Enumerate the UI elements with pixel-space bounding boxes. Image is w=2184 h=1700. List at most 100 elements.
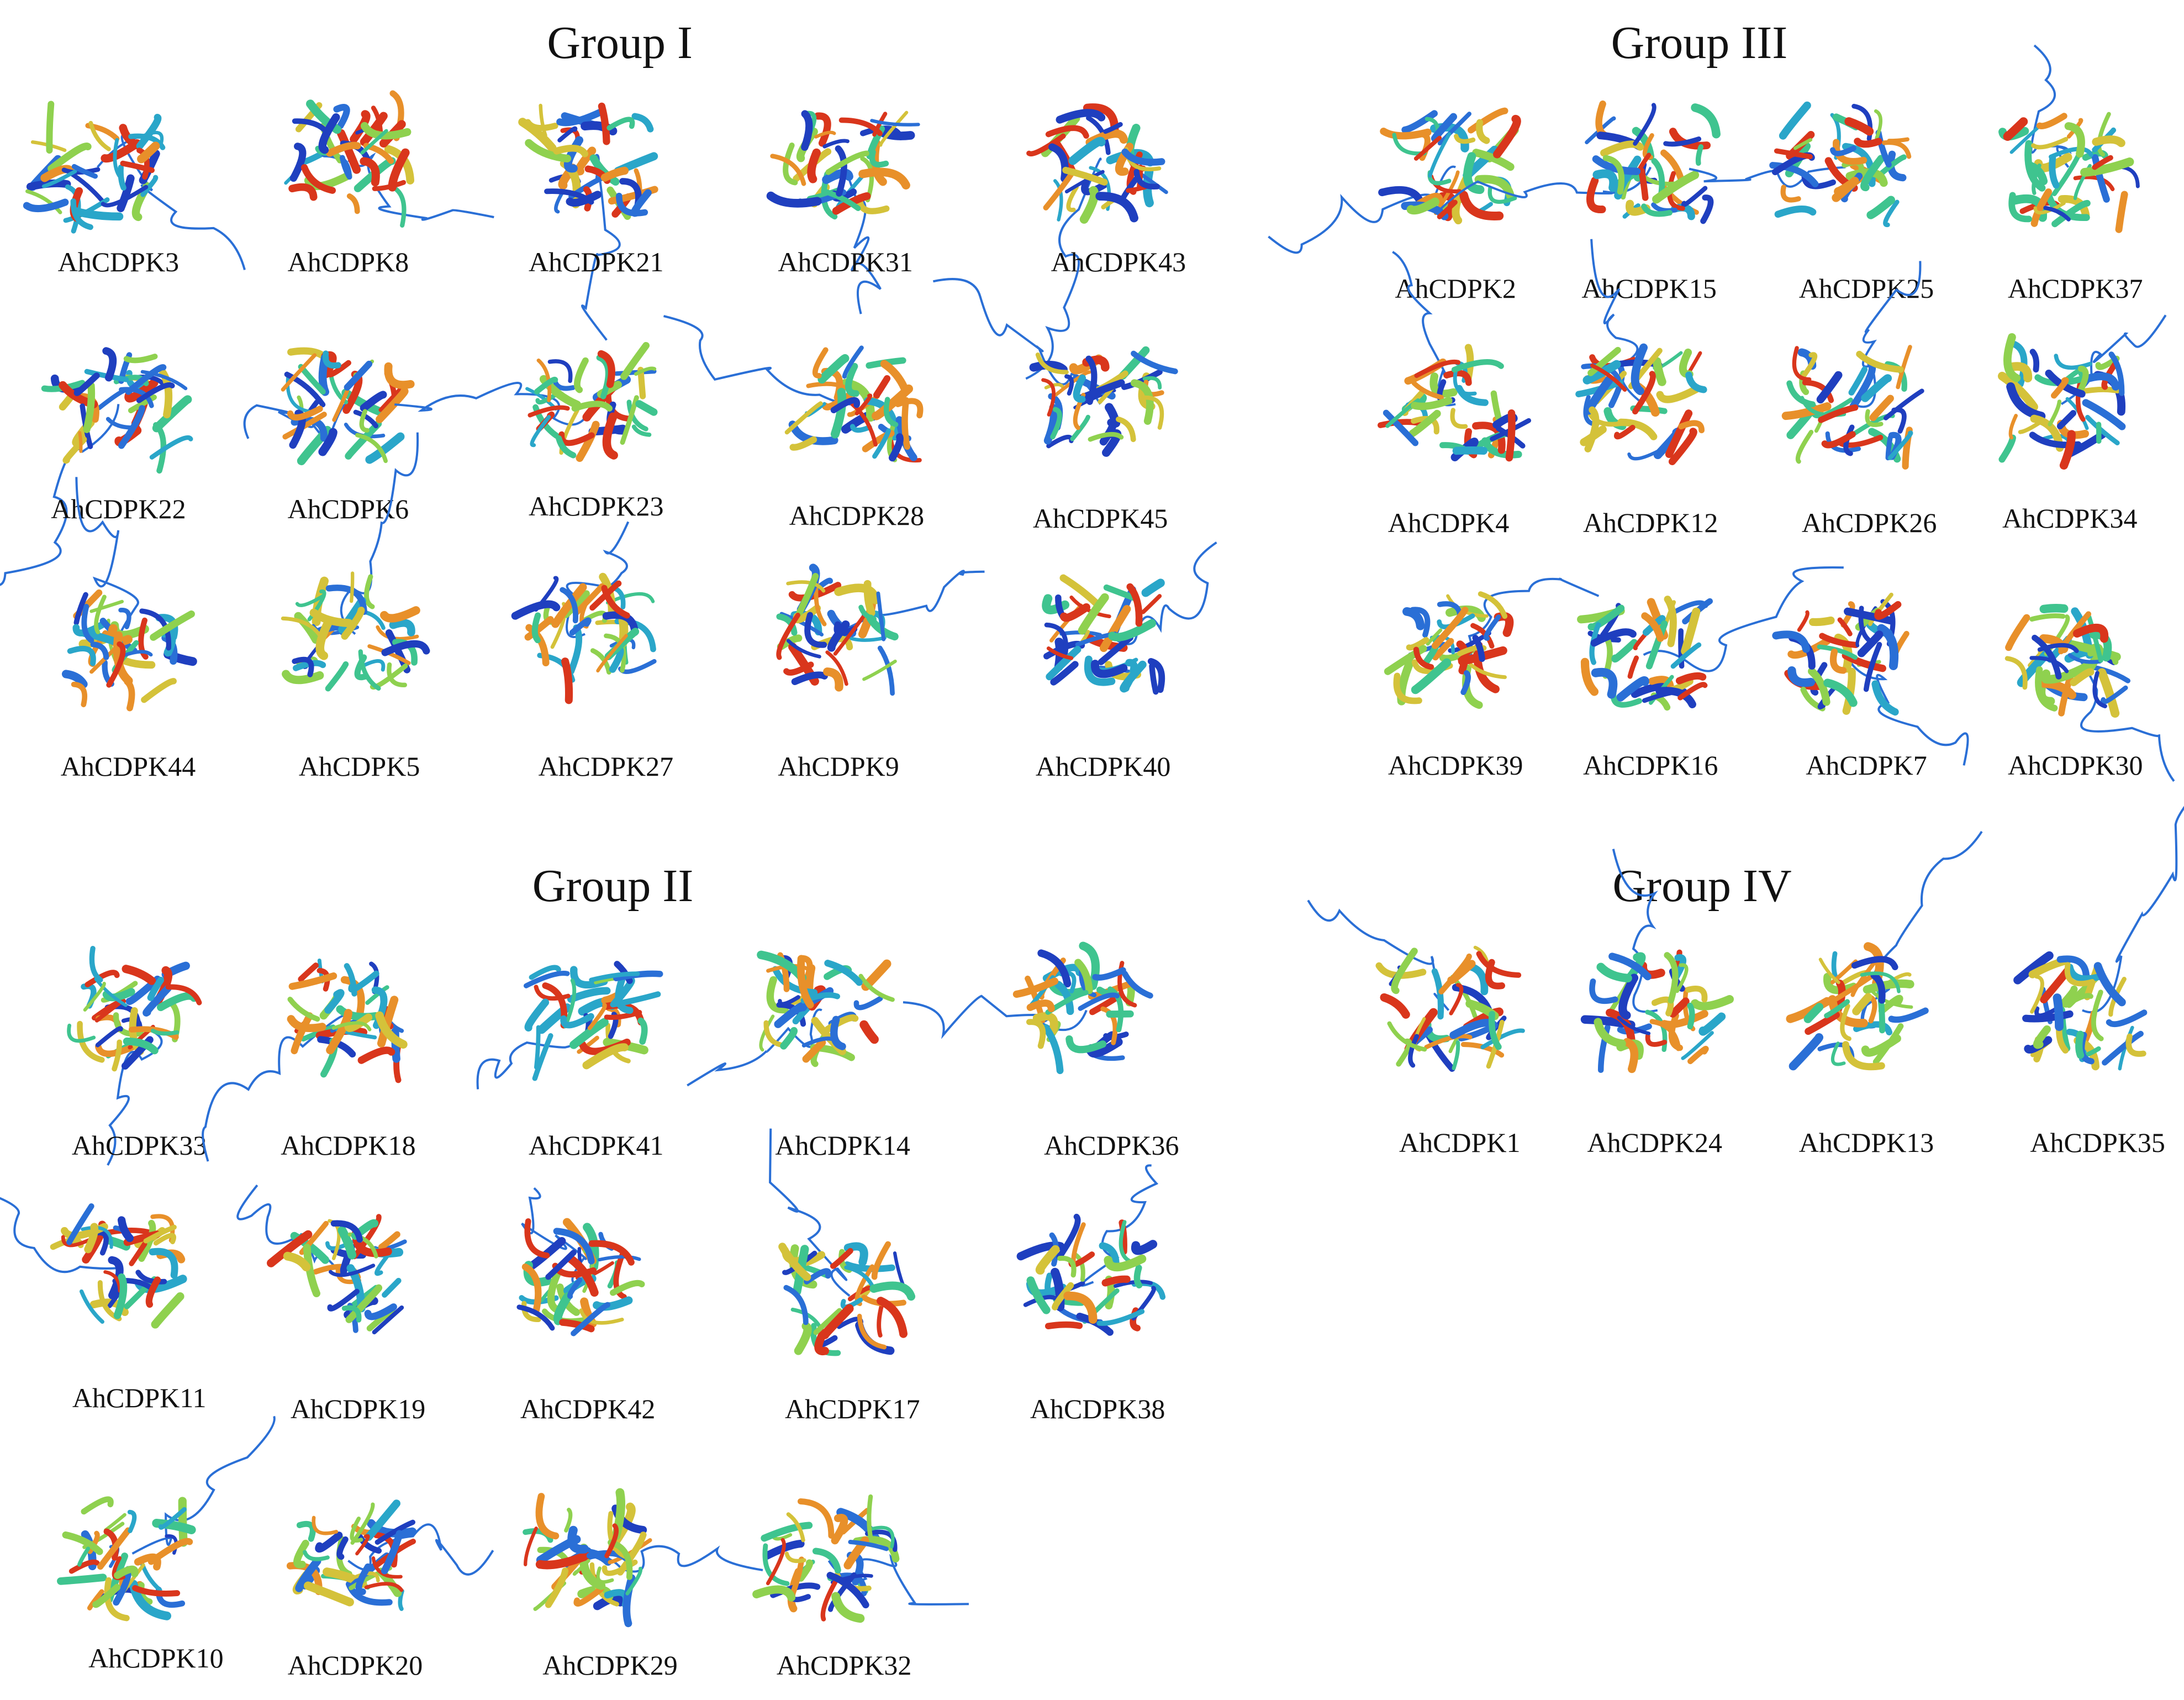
protein-ribbon bbox=[843, 1261, 895, 1272]
protein-coil bbox=[841, 160, 882, 314]
protein-ribbon bbox=[129, 1241, 147, 1266]
protein-ribbon bbox=[823, 667, 843, 692]
protein-ribbon bbox=[1818, 404, 1859, 423]
protein-ribbon bbox=[41, 169, 77, 188]
protein-ribbon bbox=[2067, 653, 2102, 664]
protein-ribbon bbox=[1104, 1254, 1147, 1272]
protein-ribbon bbox=[1100, 1006, 1118, 1045]
protein-ribbon bbox=[1068, 136, 1106, 165]
protein-ribbon bbox=[1074, 959, 1093, 994]
protein-ribbon bbox=[2075, 1030, 2085, 1059]
protein-ribbon bbox=[1411, 381, 1444, 400]
protein-ribbon bbox=[1870, 972, 1886, 1004]
protein-ribbon bbox=[1472, 149, 1515, 171]
protein-ribbon bbox=[831, 1513, 848, 1545]
protein-ribbon bbox=[1044, 383, 1065, 390]
protein-ribbon bbox=[360, 112, 388, 146]
protein-ribbon bbox=[766, 191, 822, 208]
protein-ribbon bbox=[1834, 973, 1875, 1002]
protein-ribbon bbox=[797, 955, 814, 1009]
protein-ribbon bbox=[1449, 983, 1464, 1015]
protein-ribbon bbox=[150, 1029, 180, 1036]
protein-ribbon bbox=[830, 387, 847, 439]
protein-model bbox=[476, 961, 663, 1090]
protein-ribbon bbox=[2051, 154, 2081, 197]
protein-ribbon bbox=[355, 1534, 370, 1556]
protein-ribbon bbox=[296, 1520, 316, 1542]
protein-ribbon bbox=[1843, 424, 1855, 456]
protein-ribbon bbox=[1101, 1275, 1131, 1287]
protein-ribbon bbox=[1582, 360, 1621, 385]
protein-ribbon bbox=[1681, 186, 1708, 207]
protein-ribbon bbox=[141, 678, 177, 703]
protein-ribbon bbox=[1505, 409, 1516, 462]
protein-ribbon bbox=[1632, 371, 1656, 415]
protein-ribbon bbox=[847, 1286, 873, 1302]
protein-ribbon bbox=[1878, 994, 1903, 1014]
protein-ribbon bbox=[83, 982, 106, 1012]
protein-ribbon bbox=[377, 996, 399, 1048]
protein-ribbon bbox=[813, 1308, 842, 1335]
protein-ribbon bbox=[94, 977, 128, 1007]
protein-label: AhCDPK15 bbox=[1581, 273, 1717, 304]
protein-ribbon bbox=[1411, 397, 1453, 410]
protein-ribbon bbox=[339, 155, 352, 180]
protein-ribbon bbox=[1143, 167, 1154, 208]
protein-ribbon bbox=[1076, 1312, 1114, 1336]
protein-model bbox=[1575, 239, 1707, 466]
protein-coil bbox=[1612, 849, 1658, 1013]
protein-ribbon bbox=[1584, 406, 1600, 452]
protein-ribbon bbox=[1116, 417, 1136, 443]
protein-ribbon bbox=[2080, 372, 2120, 391]
protein-ribbon bbox=[1032, 1012, 1058, 1035]
protein-ribbon bbox=[2092, 155, 2113, 170]
protein-ribbon bbox=[1698, 1012, 1726, 1036]
protein-model bbox=[1786, 830, 1983, 1071]
protein-ribbon bbox=[596, 634, 628, 673]
protein-ribbon bbox=[1078, 992, 1120, 1011]
protein-ribbon bbox=[545, 1249, 577, 1280]
protein-model-graphic bbox=[236, 1184, 407, 1335]
protein-ribbon bbox=[561, 657, 573, 704]
protein-ribbon bbox=[571, 1302, 611, 1336]
protein-ribbon bbox=[545, 1567, 569, 1608]
protein-ribbon bbox=[73, 592, 88, 625]
protein-ribbon bbox=[1874, 109, 1883, 140]
protein-ribbon bbox=[1133, 169, 1160, 190]
protein-ribbon bbox=[1618, 973, 1639, 1020]
protein-ribbon bbox=[872, 112, 888, 137]
protein-label: AhCDPK7 bbox=[1806, 749, 1927, 781]
protein-ribbon bbox=[1066, 185, 1079, 212]
protein-ribbon bbox=[371, 106, 383, 135]
protein-ribbon bbox=[1026, 1276, 1051, 1314]
protein-ribbon bbox=[358, 649, 381, 691]
protein-ribbon bbox=[614, 961, 633, 984]
protein-ribbon bbox=[1834, 633, 1853, 673]
protein-label: AhCDPK40 bbox=[1035, 751, 1171, 782]
protein-ribbon bbox=[883, 397, 899, 428]
protein-ribbon bbox=[1380, 993, 1410, 1019]
protein-ribbon bbox=[291, 1012, 313, 1055]
protein-model-graphic bbox=[1575, 239, 1707, 466]
protein-ribbon bbox=[831, 1592, 865, 1623]
protein-coil bbox=[340, 432, 419, 635]
protein-ribbon bbox=[1130, 379, 1154, 425]
protein-ribbon bbox=[330, 1220, 363, 1243]
protein-model-graphic bbox=[1786, 830, 1983, 1071]
protein-ribbon bbox=[867, 1494, 874, 1543]
protein-ribbon bbox=[119, 387, 154, 408]
protein-ribbon bbox=[1487, 186, 1517, 204]
protein-ribbon bbox=[341, 388, 387, 417]
protein-ribbon bbox=[2009, 125, 2040, 154]
protein-model-graphic bbox=[67, 946, 202, 1166]
protein-ribbon bbox=[295, 1557, 321, 1592]
protein-model bbox=[1042, 541, 1217, 695]
protein-ribbon bbox=[1411, 658, 1452, 694]
protein-ribbon bbox=[128, 394, 157, 413]
protein-ribbon bbox=[2030, 975, 2044, 1014]
group-title: Group IV bbox=[1612, 860, 1792, 912]
protein-ribbon bbox=[783, 143, 798, 186]
protein-ribbon bbox=[1789, 1033, 1824, 1071]
protein-model bbox=[1384, 577, 1600, 709]
protein-ribbon bbox=[1627, 445, 1669, 461]
